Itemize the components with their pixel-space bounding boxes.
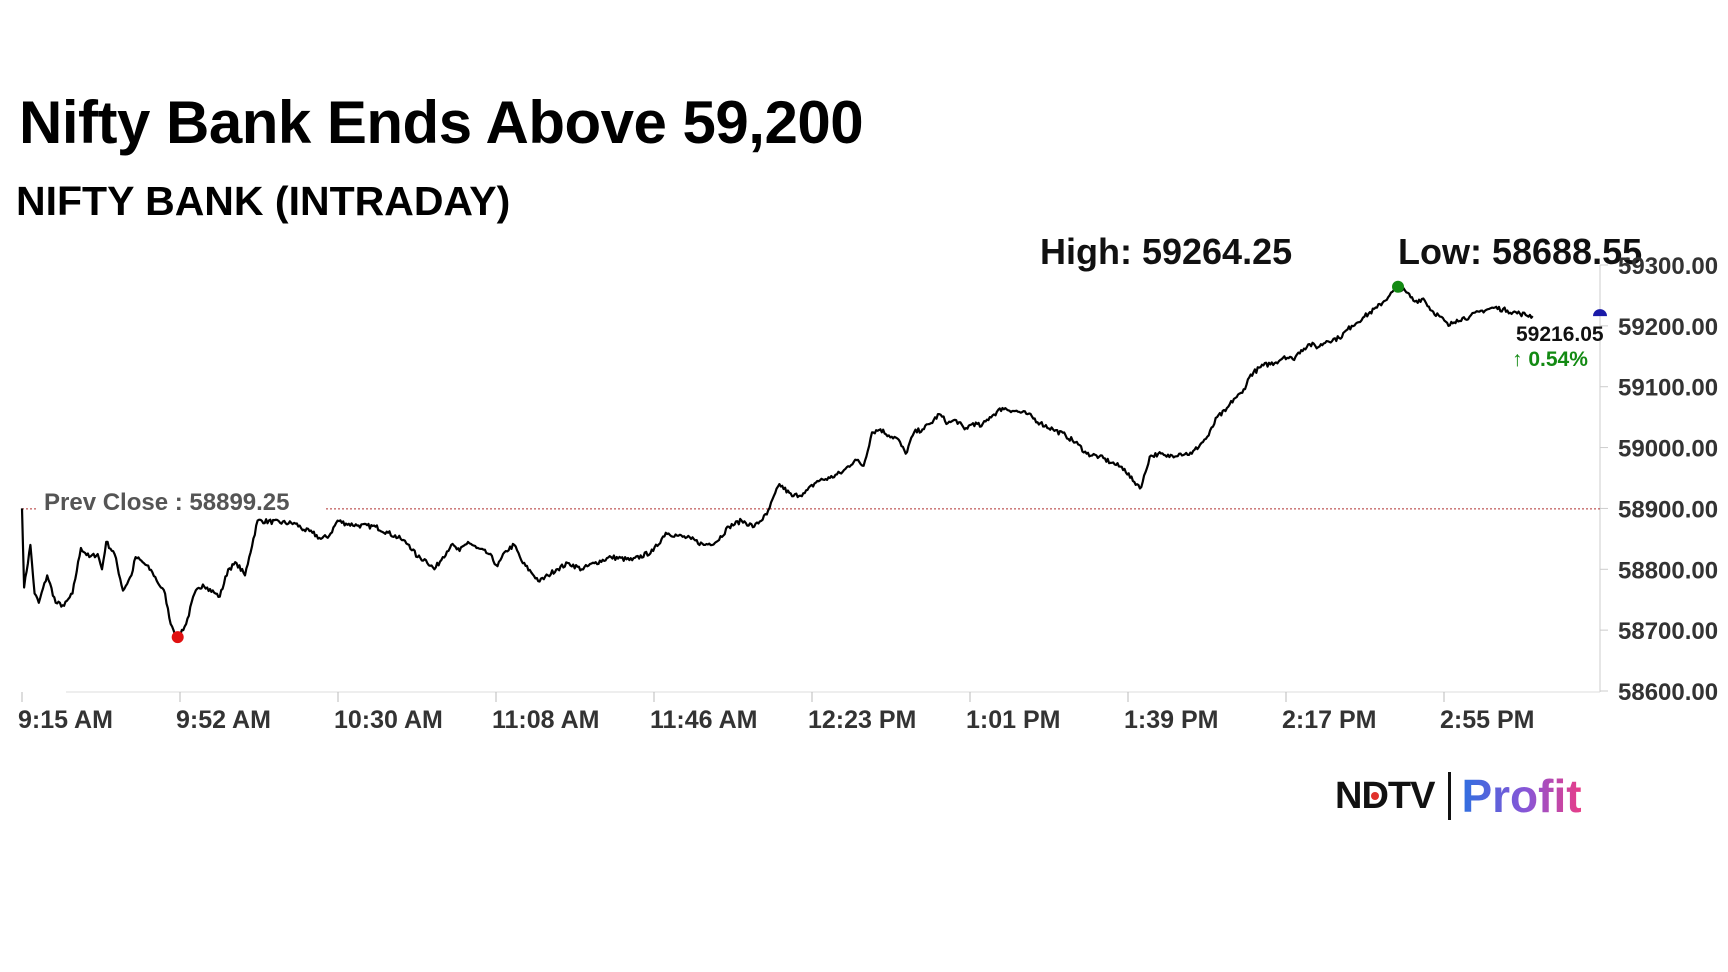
x-tick-label: 9:52 AM: [176, 706, 271, 734]
y-tick-label: 59000.00: [1618, 436, 1718, 463]
markers-group: 59216.05↑ 0.54%: [171, 280, 1607, 644]
day-high-label: High: 59264.25: [1040, 231, 1292, 272]
x-axis: 9:15 AM 9:52 AM 10:30 AM 11:08 AM 11:46 AM 12…: [18, 691, 1600, 734]
logo-profit: Profit: [1461, 770, 1582, 822]
x-tick-label: 11:08 AM: [492, 706, 599, 734]
series-group: [20, 285, 1534, 639]
day-high-marker: [1392, 280, 1405, 293]
day-low-marker: [171, 631, 184, 644]
x-tick-label: 2:55 PM: [1440, 706, 1534, 734]
y-tick-label: 58600.00: [1618, 679, 1718, 706]
y-axis: 59300.00 59200.00 59100.00 59000.00 58900.00…: [1599, 253, 1718, 706]
x-tick-label: 12:23 PM: [808, 706, 916, 734]
logo-ndtv: NDTV: [1335, 774, 1435, 817]
x-tick-label: 10:30 AM: [334, 706, 443, 734]
y-tick-label: 58900.00: [1618, 496, 1718, 523]
x-tick-label: 11:46 AM: [650, 706, 757, 734]
x-tick-label: 1:39 PM: [1124, 706, 1218, 734]
ndtv-profit-logo: NDTV Profit: [1335, 770, 1582, 822]
logo-red-dot: [1371, 792, 1379, 800]
headline: Nifty Bank Ends Above 59,200: [19, 89, 864, 156]
last-price-marker: [1593, 309, 1607, 317]
x-tick-label: 1:01 PM: [966, 706, 1060, 734]
y-tick-label: 58700.00: [1618, 618, 1718, 645]
prev-close-label-bg: [38, 486, 326, 517]
y-tick-label: 59300.00: [1618, 253, 1718, 280]
prev-close-label: Prev Close : 58899.25: [44, 489, 290, 516]
last-price-label: 59216.05: [1516, 323, 1604, 346]
prev-close-group: Prev Close : 58899.25: [22, 486, 1600, 517]
day-low-label: Low: 58688.55: [1398, 231, 1642, 272]
chart-title: NIFTY BANK (INTRADAY): [16, 178, 511, 224]
logo-separator: [1448, 772, 1452, 820]
x-tick-label: 9:15 AM: [18, 706, 113, 734]
x-tick-label: 2:17 PM: [1282, 706, 1376, 734]
y-tick-label: 58800.00: [1618, 557, 1718, 584]
y-tick-label: 59200.00: [1618, 314, 1718, 341]
y-tick-label: 59100.00: [1618, 375, 1718, 402]
change-percent-label: ↑ 0.54%: [1512, 348, 1588, 371]
price-line: [20, 285, 1534, 639]
